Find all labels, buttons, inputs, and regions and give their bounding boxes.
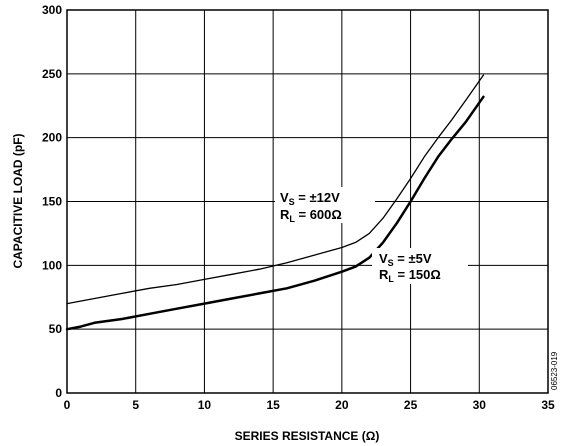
series-lines	[65, 74, 485, 331]
plot-frame	[66, 9, 549, 394]
y-tick-label: 200	[42, 131, 62, 145]
y-tick-label: 300	[42, 3, 62, 17]
series-2-label-line-2: RL = 150Ω	[379, 267, 441, 284]
y-tick-label: 0	[55, 386, 62, 400]
series-1-label-line-2: RL = 600Ω	[280, 207, 342, 224]
x-tick-label: 20	[335, 398, 349, 412]
series-2-label-line-1: VS = ±5V	[379, 251, 432, 268]
x-tick-label: 10	[198, 398, 212, 412]
y-tick-label: 250	[42, 67, 62, 81]
y-tick-label: 150	[42, 195, 62, 209]
series-line-2	[65, 95, 485, 331]
x-tick-label: 30	[473, 398, 487, 412]
y-axis-label: CAPACITIVE LOAD (pF)	[11, 133, 25, 268]
figure-id: 06523-019	[550, 351, 559, 390]
tick-labels: 0 5 10 15 20 25 30 35 0 50 100 150 200 250 300	[42, 3, 555, 412]
y-tick-label: 100	[42, 258, 62, 272]
series-1-label-background	[275, 187, 375, 223]
y-tick-label: 50	[49, 322, 63, 336]
x-tick-label: 25	[404, 398, 418, 412]
series-line-1	[66, 74, 485, 305]
x-tick-label: 0	[64, 398, 71, 412]
x-axis-label: SERIES RESISTANCE (Ω)	[235, 429, 380, 443]
x-tick-label: 35	[541, 398, 555, 412]
series-2-label-background	[372, 248, 468, 284]
series-1-label-line-1: VS = ±12V	[280, 190, 340, 207]
x-tick-label: 5	[132, 398, 139, 412]
x-tick-label: 15	[266, 398, 280, 412]
